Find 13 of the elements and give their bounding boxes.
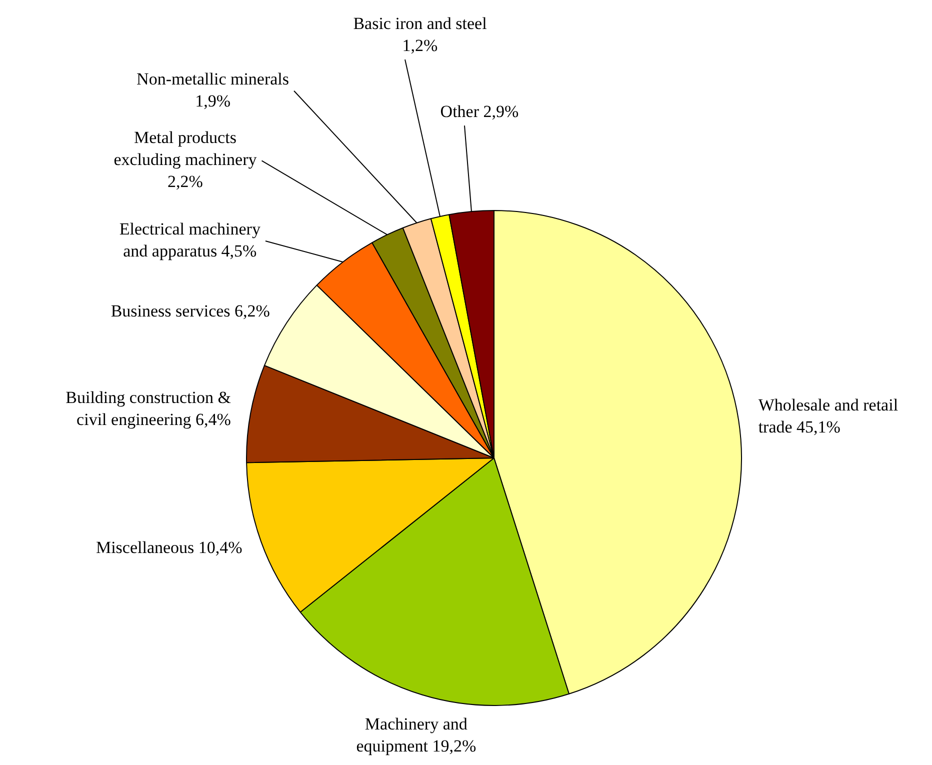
slice-label: Building construction & civil engineering 6,4% [66, 388, 231, 429]
slice-label: Basic iron and steel [353, 14, 488, 33]
slice-label: Non-metallic minerals [136, 69, 290, 88]
slice-label: Machinery and equipment 19,2% [356, 714, 476, 756]
slice-label: Other 2,9% [440, 102, 519, 121]
slice-label: Business services 6,2% [110, 301, 270, 320]
slice-label: Miscellaneous 10,4% [96, 538, 242, 558]
data-label: 1,2% [402, 36, 438, 55]
data-label: 1,9% [195, 91, 230, 110]
slice-label: Wholesale and retail trade 45,1% [758, 395, 898, 436]
slice-label: Metal products excluding machinery [114, 128, 258, 170]
data-label: 2,2% [168, 172, 203, 192]
slice-label: Electrical machinery and apparatus 4,5% [119, 219, 261, 260]
